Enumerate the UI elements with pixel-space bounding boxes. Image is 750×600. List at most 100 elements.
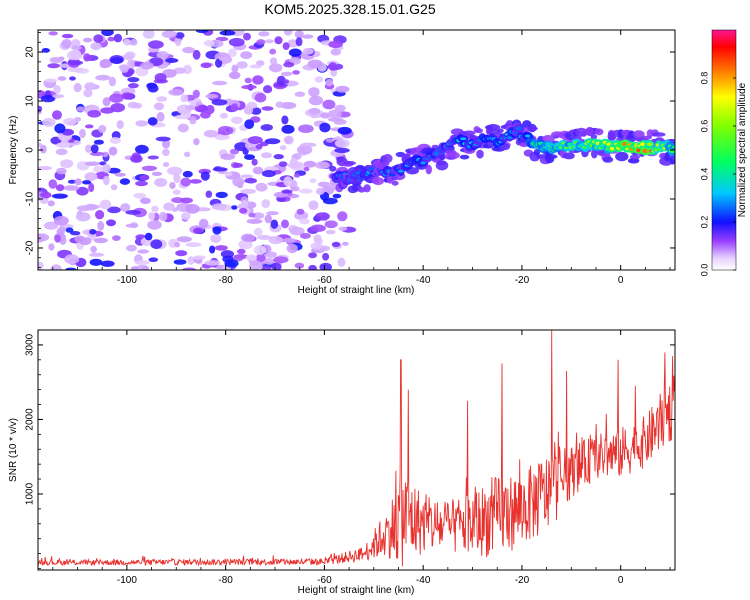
noise-blob	[102, 163, 111, 173]
noise-blob	[73, 82, 82, 93]
noise-blob	[249, 64, 262, 69]
noise-blob	[54, 234, 61, 243]
noise-blob	[200, 62, 212, 69]
noise-blob	[200, 171, 210, 181]
noise-blob	[121, 92, 133, 100]
signal-peak	[398, 169, 404, 173]
signal-halo	[391, 180, 399, 186]
noise-blob	[85, 124, 94, 129]
noise-blob	[147, 84, 159, 93]
signal-peak	[524, 134, 531, 138]
noise-blob	[203, 40, 215, 47]
noise-blob	[147, 117, 158, 126]
signal-halo	[664, 153, 671, 162]
spectrogram-y-tick-label: -10	[25, 191, 36, 206]
colorbar-axis: 0.0 0.2 0.4 0.6 0.8	[699, 72, 736, 276]
noise-blob	[144, 232, 153, 241]
signal-halo	[475, 128, 483, 134]
noise-blob	[316, 187, 325, 195]
signal-halo	[575, 127, 588, 137]
signal-halo	[500, 143, 511, 151]
noise-blob	[236, 61, 248, 69]
noise-blob	[238, 239, 253, 250]
colorbar-tick-label: 0.2	[699, 216, 709, 229]
colorbar-label: Normalized spectral amplitude	[737, 82, 748, 217]
noise-blob	[256, 39, 266, 45]
noise-blob	[264, 214, 272, 224]
noise-blob	[83, 88, 93, 98]
noise-blob	[162, 139, 171, 149]
noise-blob	[273, 256, 289, 264]
noise-blob	[148, 40, 164, 49]
noise-blob	[65, 227, 74, 233]
noise-blob	[88, 182, 95, 193]
noise-blob	[147, 155, 159, 160]
noise-blob	[125, 223, 138, 228]
noise-blob	[41, 48, 50, 53]
noise-blob	[245, 254, 257, 261]
noise-blob	[203, 129, 218, 138]
noise-blob	[322, 99, 336, 110]
noise-blob	[310, 224, 326, 232]
noise-blob	[48, 243, 55, 251]
noise-blob	[90, 245, 97, 253]
noise-blob	[252, 166, 264, 175]
noise-blob	[162, 148, 170, 157]
noise-blob	[317, 181, 331, 188]
signal-peak	[642, 148, 649, 154]
signal-halo	[669, 154, 675, 165]
noise-blob	[298, 124, 314, 133]
noise-blob	[55, 184, 65, 192]
signal-halo	[585, 126, 594, 137]
noise-blob	[303, 160, 316, 168]
noise-blob	[273, 83, 288, 88]
noise-blob	[90, 42, 102, 51]
noise-blob	[129, 39, 138, 46]
noise-blob	[310, 242, 323, 250]
noise-blob	[273, 154, 284, 160]
noise-blob	[332, 193, 342, 199]
noise-blob	[333, 119, 347, 125]
noise-blob	[57, 76, 67, 81]
noise-blob	[148, 212, 156, 221]
noise-blob	[269, 48, 277, 55]
noise-blob	[212, 80, 228, 86]
noise-blob	[181, 212, 191, 221]
noise-blob	[228, 37, 245, 47]
noise-blob	[140, 61, 154, 70]
noise-blob	[74, 117, 82, 122]
noise-blob	[240, 51, 253, 59]
signal-halo	[544, 154, 558, 160]
noise-blob	[261, 152, 272, 159]
noise-blob	[85, 144, 92, 153]
signal-halo	[632, 130, 645, 139]
signal-halo	[590, 134, 598, 140]
noise-blob	[228, 48, 237, 57]
noise-blob	[40, 94, 56, 103]
noise-blob	[261, 170, 276, 178]
snr-ylabel: SNR (10 * v/v)	[8, 418, 19, 482]
noise-blob	[205, 190, 213, 198]
snr-x-tick-label: -20	[515, 575, 530, 586]
noise-blob	[90, 144, 99, 154]
noise-blob	[308, 87, 320, 97]
noise-blob	[67, 67, 84, 73]
signal-halo	[329, 165, 337, 172]
noise-blob	[139, 174, 149, 181]
noise-blob	[266, 211, 279, 216]
noise-blob	[214, 133, 230, 141]
noise-blob	[47, 200, 55, 207]
noise-blob	[154, 73, 167, 83]
noise-blob	[314, 161, 330, 169]
noise-blob	[283, 79, 290, 84]
noise-blob	[240, 188, 256, 195]
noise-blob	[168, 89, 184, 96]
noise-blob	[102, 97, 111, 107]
signal-peak	[636, 148, 642, 153]
noise-blob	[210, 234, 222, 243]
noise-blob	[119, 64, 129, 73]
snr-x-tick-label: -100	[117, 575, 137, 586]
noise-blob	[59, 236, 67, 245]
noise-blob	[231, 64, 239, 73]
